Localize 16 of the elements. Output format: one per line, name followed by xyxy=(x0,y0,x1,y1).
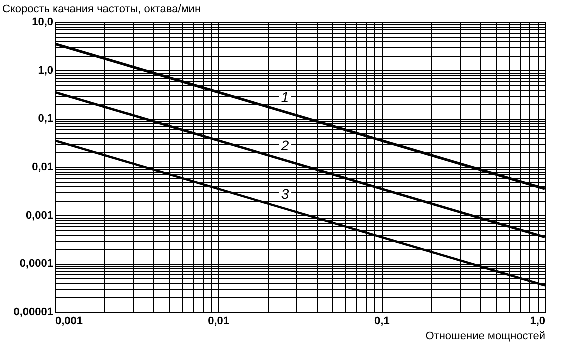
x-axis-title: Отношение мощностей xyxy=(426,330,546,342)
x-tick-label: 1,0 xyxy=(530,316,546,328)
y-tick-label: 0,01 xyxy=(32,162,54,174)
y-tick-label: 0,1 xyxy=(38,113,54,126)
y-tick-label: 0,00001 xyxy=(14,306,54,318)
y-axis-title: Скорость качания частоты, октава/мин xyxy=(2,4,202,16)
x-tick-label: 0,01 xyxy=(208,316,230,328)
y-tick-label: 10,0 xyxy=(32,16,54,28)
y-tick-label: 0,001 xyxy=(26,210,54,222)
y-tick-label: 1,0 xyxy=(38,64,54,77)
series-label: 2 xyxy=(280,138,290,154)
x-tick-label: 0,1 xyxy=(374,316,390,328)
series-label: 1 xyxy=(281,89,290,106)
y-tick-label: 0,0001 xyxy=(20,258,54,270)
series-label: 3 xyxy=(281,186,290,202)
x-tick-label: 0,001 xyxy=(56,316,84,328)
